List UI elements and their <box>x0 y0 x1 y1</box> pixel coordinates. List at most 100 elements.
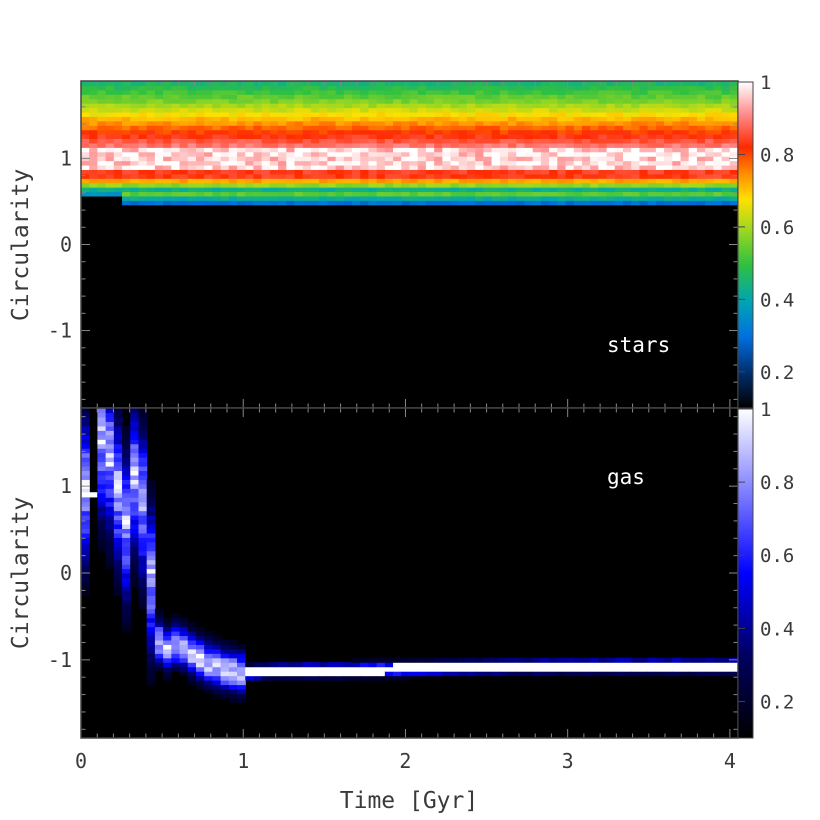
stars-heatmap-cell <box>220 116 230 122</box>
stars-heatmap-cell <box>368 195 378 201</box>
gas-heatmap-cell <box>138 501 148 507</box>
stars-heatmap-cell <box>335 134 345 140</box>
stars-heatmap-cell <box>524 151 534 157</box>
stars-heatmap-cell <box>524 107 534 113</box>
stars-heatmap-cell <box>319 178 328 184</box>
stars-heatmap-cell <box>253 173 263 179</box>
stars-heatmap-cell <box>105 187 115 193</box>
stars-heatmap-cell <box>220 156 230 162</box>
stars-heatmap-cell <box>475 89 485 95</box>
stars-heatmap-cell <box>352 151 361 157</box>
stars-heatmap-cell <box>261 81 271 87</box>
stars-heatmap-cell <box>302 89 312 95</box>
stars-heatmap-cell <box>245 111 255 117</box>
stars-heatmap-cell <box>319 200 328 206</box>
gas-heatmap-cell <box>179 662 189 668</box>
gas-heatmap-cell <box>655 657 665 663</box>
gas-heatmap-cell <box>146 519 156 525</box>
stars-heatmap-cell <box>672 160 682 166</box>
stars-heatmap-cell <box>458 195 468 201</box>
stars-heatmap-cell <box>540 120 550 126</box>
gas-heatmap-cell <box>113 550 123 556</box>
gas-heatmap-cell <box>237 684 246 690</box>
stars-heatmap-cell <box>335 195 345 201</box>
stars-heatmap-cell <box>319 138 328 144</box>
stars-heatmap-cell <box>171 200 181 206</box>
gas-heatmap-cell <box>171 617 181 623</box>
stars-heatmap-cell <box>655 164 665 170</box>
stars-heatmap-cell <box>647 85 657 91</box>
stars-heatmap-cell <box>319 125 328 131</box>
stars-heatmap-cell <box>516 147 526 153</box>
stars-heatmap-cell <box>261 187 271 193</box>
gas-heatmap-cell <box>146 675 156 681</box>
gas-heatmap-cell <box>113 532 123 538</box>
stars-heatmap-cell <box>376 125 386 131</box>
stars-heatmap-cell <box>614 151 624 157</box>
x-tick-label: 4 <box>724 749 736 773</box>
stars-heatmap-cell <box>573 81 583 87</box>
stars-heatmap-cell <box>163 156 172 162</box>
stars-heatmap-cell <box>179 81 189 87</box>
stars-heatmap-cell <box>278 81 287 87</box>
gas-heatmap-cell <box>417 671 427 677</box>
gas-heatmap-cell <box>212 639 222 645</box>
stars-heatmap-cell <box>302 85 312 91</box>
stars-heatmap-cell <box>647 98 657 104</box>
stars-heatmap-cell <box>417 169 427 175</box>
stars-heatmap-cell <box>97 169 107 175</box>
stars-heatmap-cell <box>458 85 468 91</box>
stars-heatmap-cell <box>302 173 312 179</box>
stars-heatmap-cell <box>664 103 673 109</box>
stars-heatmap-cell <box>606 169 616 175</box>
stars-heatmap-cell <box>417 134 427 140</box>
stars-heatmap-cell <box>532 156 542 162</box>
gas-heatmap-cell <box>310 675 320 681</box>
stars-heatmap-cell <box>549 151 558 157</box>
stars-heatmap-cell <box>212 134 222 140</box>
stars-heatmap-cell <box>508 129 517 135</box>
stars-heatmap-cell <box>565 173 575 179</box>
stars-heatmap-cell <box>614 111 624 117</box>
stars-heatmap-cell <box>524 164 534 170</box>
stars-heatmap-cell <box>705 178 714 184</box>
stars-heatmap-cell <box>310 116 320 122</box>
stars-heatmap-cell <box>623 81 632 87</box>
stars-heatmap-cell <box>269 103 279 109</box>
stars-heatmap-cell <box>310 138 320 144</box>
stars-heatmap-cell <box>171 129 181 135</box>
gas-heatmap-cell <box>154 613 164 619</box>
stars-heatmap-cell <box>269 195 279 201</box>
stars-heatmap-cell <box>573 134 583 140</box>
x-tick-label: 0 <box>75 749 87 773</box>
stars-heatmap-cell <box>664 195 673 201</box>
stars-heatmap-cell <box>680 142 690 148</box>
gas-heatmap-cell <box>105 501 115 507</box>
stars-heatmap-cell <box>237 178 246 184</box>
stars-heatmap-cell <box>458 160 468 166</box>
stars-heatmap-cell <box>655 94 665 100</box>
stars-heatmap-cell <box>721 129 731 135</box>
gas-heatmap-cell <box>138 564 148 570</box>
stars-heatmap-cell <box>680 94 690 100</box>
gas-heatmap-cell <box>179 644 189 650</box>
stars-heatmap-cell <box>294 142 304 148</box>
stars-heatmap-cell <box>590 156 599 162</box>
stars-heatmap-cell <box>401 107 411 113</box>
stars-heatmap-cell <box>606 103 616 109</box>
stars-heatmap-cell <box>713 173 723 179</box>
gas-heatmap-cell <box>130 519 140 525</box>
gas-heatmap-cell <box>97 474 107 480</box>
gas-heatmap-cell <box>401 671 411 677</box>
stars-heatmap-cell <box>228 173 238 179</box>
stars-heatmap-cell <box>122 182 131 188</box>
gas-heatmap-cell <box>179 635 189 641</box>
gas-heatmap-cell <box>212 671 222 677</box>
gas-heatmap-cell <box>130 528 140 534</box>
stars-heatmap-cell <box>705 94 714 100</box>
gas-heatmap-cell <box>204 657 213 663</box>
stars-heatmap-cell <box>598 116 608 122</box>
gas-heatmap-cell <box>113 474 123 480</box>
stars-heatmap-cell <box>294 147 304 153</box>
stars-heatmap-cell <box>483 178 493 184</box>
